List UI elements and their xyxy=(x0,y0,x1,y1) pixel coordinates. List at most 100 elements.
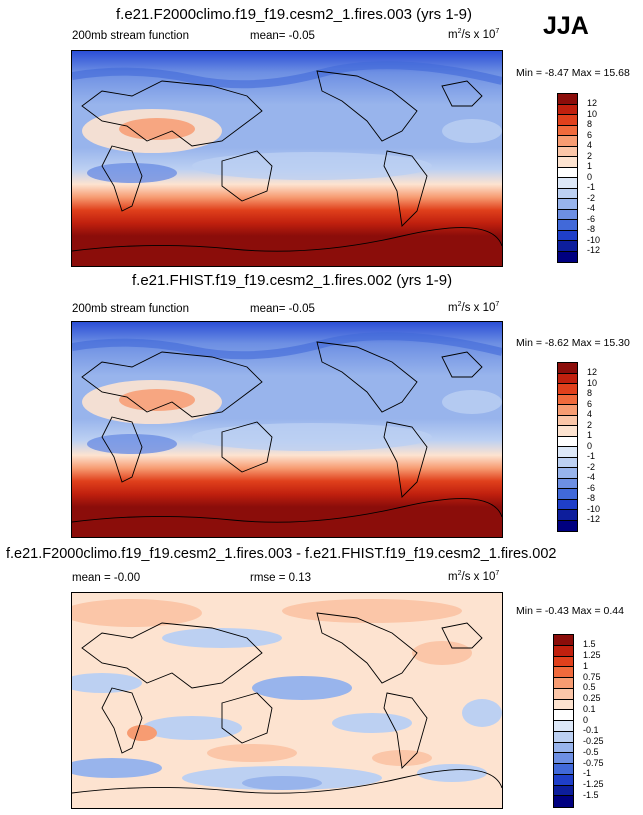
colorbar-3-tick: 0.75 xyxy=(583,671,601,682)
panel-1-map xyxy=(71,50,503,267)
colorbar-3-swatch xyxy=(554,796,573,807)
colorbar-2-swatch xyxy=(558,384,577,395)
colorbar-3-tick: 0.1 xyxy=(583,704,596,714)
colorbar-3-tick: -1.5 xyxy=(583,790,599,800)
colorbar-2-swatch xyxy=(558,447,577,458)
panel-3-units: m2/s x 107 xyxy=(448,570,500,583)
panel-1-variable-label: 200mb stream function xyxy=(72,30,189,42)
panel-2-variable-label: 200mb stream function xyxy=(72,303,189,315)
colorbar-3-tick: -0.1 xyxy=(583,725,599,735)
colorbar-1-swatch xyxy=(558,104,577,115)
colorbar-2-swatch xyxy=(558,499,577,510)
colorbar-2-tick: -1 xyxy=(587,451,596,461)
panel-2-title: f.e21.FHIST.f19_f19.cesm2_1.fires.002 (y… xyxy=(132,272,453,289)
colorbar-1-swatch xyxy=(558,241,577,252)
panel-1-units: m2/s x 107 xyxy=(448,28,500,41)
colorbar-1-tick: 1 xyxy=(587,161,593,171)
colorbar-3-swatch xyxy=(554,785,573,797)
colorbar-3-swatch xyxy=(554,699,573,711)
colorbar-2-swatch xyxy=(558,415,577,426)
colorbar-1-swatch xyxy=(558,157,577,168)
colorbar-1-swatch xyxy=(558,220,577,231)
colorbar-2-tick: 1 xyxy=(587,430,593,440)
colorbar-2-tick: -8 xyxy=(587,493,596,503)
panel-3-colorbar xyxy=(553,634,574,808)
colorbar-2-swatch xyxy=(558,363,577,374)
colorbar-3-tick: 0 xyxy=(583,714,589,725)
colorbar-3-swatch xyxy=(554,645,573,657)
colorbar-1-swatch xyxy=(558,178,577,189)
colorbar-2-tick: -10 xyxy=(587,503,601,514)
panel-2-units: m2/s x 107 xyxy=(448,301,500,314)
panel-3-title: f.e21.F2000climo.f19_f19.cesm2_1.fires.0… xyxy=(6,546,557,562)
colorbar-1-swatch xyxy=(558,230,577,241)
colorbar-2-tick: 10 xyxy=(587,377,598,388)
colorbar-3-tick: 0.5 xyxy=(583,682,596,692)
panel-3-minmax: Min = -0.43 Max = 0.44 xyxy=(516,605,624,617)
colorbar-3-tick: 1.25 xyxy=(583,650,601,660)
colorbar-1-swatch xyxy=(558,251,577,262)
colorbar-3-swatch xyxy=(554,635,573,646)
panel-1-mean-label: mean= -0.05 xyxy=(250,30,315,42)
colorbar-1-swatch xyxy=(558,199,577,210)
colorbar-1-tick: 8 xyxy=(587,119,593,129)
colorbar-3-tick: 1 xyxy=(583,661,589,671)
colorbar-2-swatch xyxy=(558,478,577,489)
panel-2-map xyxy=(71,321,503,538)
colorbar-1-swatch xyxy=(558,209,577,220)
panel-2-mean-label: mean= -0.05 xyxy=(250,303,315,315)
colorbar-3-swatch xyxy=(554,753,573,764)
panel-3-map xyxy=(71,592,503,809)
colorbar-1-tick: -2 xyxy=(587,192,596,203)
colorbar-2-swatch xyxy=(558,394,577,405)
panel-2-minmax: Min = -8.62 Max = 15.30 xyxy=(516,337,630,349)
colorbar-2-tick: 6 xyxy=(587,398,593,409)
colorbar-2-swatch xyxy=(558,520,577,531)
colorbar-3-tick: -0.5 xyxy=(583,747,599,757)
panel-2-colorbar xyxy=(557,362,578,532)
colorbar-3-swatch xyxy=(554,774,573,786)
panel-1-title: f.e21.F2000climo.f19_f19.cesm2_1.fires.0… xyxy=(116,6,473,23)
colorbar-1-tick: -10 xyxy=(587,234,601,245)
colorbar-2-swatch xyxy=(558,426,577,437)
colorbar-2-swatch xyxy=(558,510,577,521)
colorbar-1-tick: 0 xyxy=(587,171,593,182)
colorbar-3-swatch xyxy=(554,678,573,689)
colorbar-1-swatch xyxy=(558,125,577,136)
colorbar-1-tick: -6 xyxy=(587,213,596,224)
colorbar-2-swatch xyxy=(558,457,577,468)
panel-1-colorbar xyxy=(557,93,578,263)
colorbar-1-tick: 12 xyxy=(587,98,598,108)
colorbar-3-tick: -1.25 xyxy=(583,779,604,789)
panel-1-minmax: Min = -8.47 Max = 15.68 xyxy=(516,67,630,79)
colorbar-1-tick: -8 xyxy=(587,224,596,234)
panel-3-mean-label: mean = -0.00 xyxy=(72,572,141,584)
colorbar-2-tick: 12 xyxy=(587,367,598,377)
colorbar-2-tick: -12 xyxy=(587,514,601,524)
colorbar-1-tick: 2 xyxy=(587,150,593,161)
colorbar-1-swatch xyxy=(558,146,577,157)
colorbar-3-swatch xyxy=(554,710,573,721)
colorbar-1-swatch xyxy=(558,188,577,199)
colorbar-2-tick: 2 xyxy=(587,419,593,430)
colorbar-3-swatch xyxy=(554,667,573,678)
colorbar-1-tick: 4 xyxy=(587,140,593,150)
colorbar-1-tick: -12 xyxy=(587,245,601,255)
colorbar-3-swatch xyxy=(554,656,573,668)
colorbar-2-swatch xyxy=(558,489,577,500)
colorbar-2-tick: 0 xyxy=(587,440,593,451)
colorbar-2-tick: -6 xyxy=(587,482,596,493)
colorbar-3-swatch xyxy=(554,688,573,700)
colorbar-2-swatch xyxy=(558,405,577,416)
colorbar-3-tick: 0.25 xyxy=(583,693,601,703)
season-label: JJA xyxy=(543,12,589,40)
panel-3-rmse-label: rmse = 0.13 xyxy=(250,572,312,584)
colorbar-2-tick: 4 xyxy=(587,409,593,419)
colorbar-3-tick: -0.25 xyxy=(583,736,604,746)
colorbar-1-tick: -1 xyxy=(587,182,596,192)
colorbar-3-tick: 1.5 xyxy=(583,639,596,649)
colorbar-1-tick: 6 xyxy=(587,129,593,140)
colorbar-2-swatch xyxy=(558,373,577,384)
colorbar-3-tick: -1 xyxy=(583,768,592,778)
colorbar-1-swatch xyxy=(558,94,577,105)
